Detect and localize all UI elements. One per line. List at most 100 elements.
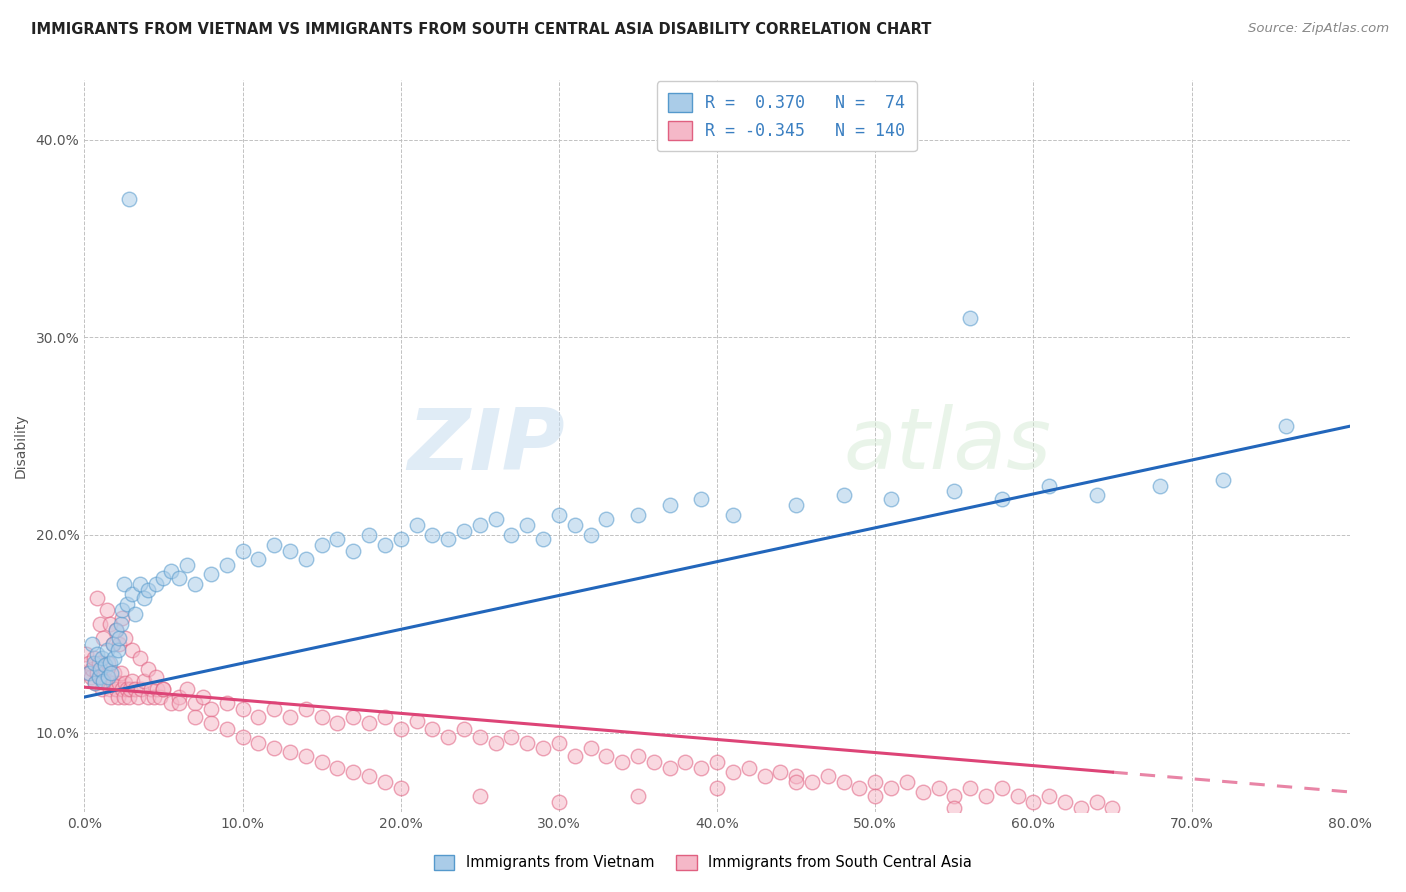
- Text: IMMIGRANTS FROM VIETNAM VS IMMIGRANTS FROM SOUTH CENTRAL ASIA DISABILITY CORRELA: IMMIGRANTS FROM VIETNAM VS IMMIGRANTS FR…: [31, 22, 931, 37]
- Point: [200, 702, 222, 716]
- Point: [880, 492, 903, 507]
- Point: [111, 611, 134, 625]
- Point: [974, 789, 997, 803]
- Point: [706, 780, 728, 795]
- Point: [389, 532, 412, 546]
- Point: [105, 682, 127, 697]
- Point: [89, 662, 111, 676]
- Point: [548, 508, 571, 523]
- Point: [911, 785, 934, 799]
- Point: [832, 775, 855, 789]
- Point: [1275, 419, 1298, 434]
- Point: [107, 642, 129, 657]
- Point: [357, 769, 380, 783]
- Point: [785, 775, 807, 789]
- Point: [769, 765, 792, 780]
- Point: [943, 801, 966, 815]
- Point: [143, 690, 166, 704]
- Point: [105, 623, 127, 637]
- Point: [89, 670, 111, 684]
- Point: [215, 696, 238, 710]
- Point: [160, 564, 183, 578]
- Point: [215, 722, 238, 736]
- Point: [112, 690, 135, 704]
- Point: [737, 761, 759, 775]
- Point: [405, 518, 427, 533]
- Point: [468, 789, 491, 803]
- Point: [658, 761, 681, 775]
- Point: [108, 631, 131, 645]
- Point: [675, 756, 697, 770]
- Point: [374, 538, 396, 552]
- Point: [278, 710, 301, 724]
- Point: [128, 577, 150, 591]
- Point: [134, 674, 156, 689]
- Point: [184, 710, 207, 724]
- Point: [326, 715, 349, 730]
- Point: [96, 642, 118, 657]
- Point: [959, 780, 981, 795]
- Point: [374, 710, 396, 724]
- Point: [121, 587, 143, 601]
- Point: [82, 637, 104, 651]
- Point: [311, 756, 333, 770]
- Point: [93, 670, 115, 684]
- Point: [90, 682, 112, 697]
- Point: [801, 775, 824, 789]
- Point: [93, 631, 115, 645]
- Point: [1022, 795, 1045, 809]
- Point: [97, 657, 120, 671]
- Point: [94, 662, 117, 676]
- Point: [516, 518, 538, 533]
- Point: [112, 577, 135, 591]
- Point: [564, 518, 586, 533]
- Point: [311, 710, 333, 724]
- Point: [612, 756, 634, 770]
- Point: [111, 682, 134, 697]
- Point: [107, 690, 129, 704]
- Y-axis label: Disability: Disability: [13, 414, 27, 478]
- Point: [231, 702, 254, 716]
- Point: [721, 508, 744, 523]
- Legend: Immigrants from Vietnam, Immigrants from South Central Asia: Immigrants from Vietnam, Immigrants from…: [427, 848, 979, 876]
- Point: [114, 631, 136, 645]
- Point: [184, 577, 207, 591]
- Point: [90, 650, 112, 665]
- Point: [149, 690, 172, 704]
- Point: [357, 715, 380, 730]
- Point: [579, 741, 602, 756]
- Point: [595, 512, 617, 526]
- Point: [136, 583, 159, 598]
- Point: [124, 607, 146, 621]
- Point: [103, 650, 125, 665]
- Point: [84, 676, 107, 690]
- Point: [863, 789, 887, 803]
- Point: [101, 637, 124, 651]
- Point: [87, 657, 110, 671]
- Point: [721, 765, 744, 780]
- Point: [98, 616, 121, 631]
- Point: [1149, 478, 1171, 492]
- Point: [110, 616, 132, 631]
- Point: [263, 702, 285, 716]
- Point: [531, 741, 554, 756]
- Point: [848, 780, 870, 795]
- Point: [247, 735, 270, 749]
- Point: [114, 676, 136, 690]
- Point: [468, 518, 491, 533]
- Point: [1085, 795, 1108, 809]
- Text: ZIP: ZIP: [408, 404, 565, 488]
- Point: [278, 543, 301, 558]
- Point: [231, 730, 254, 744]
- Point: [79, 670, 103, 684]
- Point: [86, 647, 108, 661]
- Point: [96, 603, 118, 617]
- Point: [152, 682, 174, 697]
- Point: [785, 769, 807, 783]
- Point: [136, 662, 159, 676]
- Point: [1038, 789, 1060, 803]
- Point: [101, 637, 124, 651]
- Point: [278, 746, 301, 760]
- Point: [295, 702, 318, 716]
- Point: [83, 650, 105, 665]
